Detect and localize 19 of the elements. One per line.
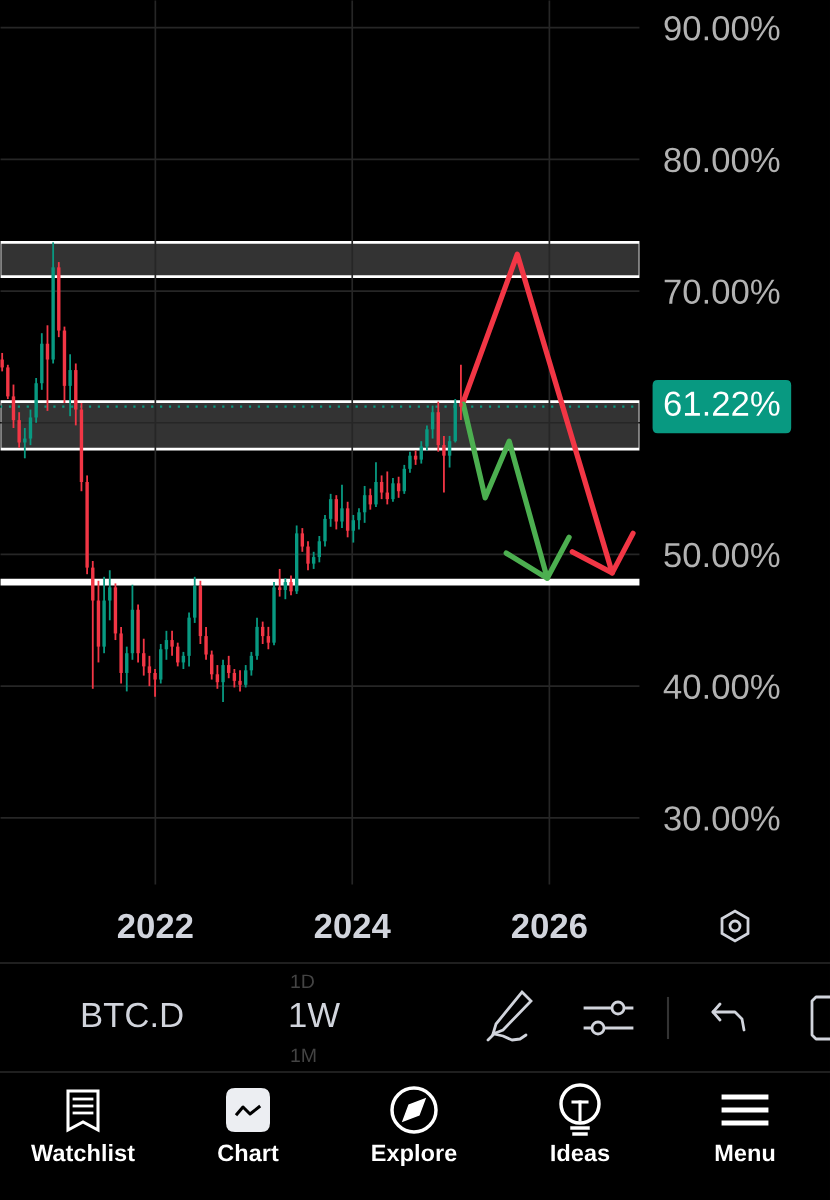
y-tick-label: 90.00% (664, 15, 780, 41)
y-tick-label: 30.00% (664, 806, 780, 831)
y-tick-label: 50.00% (664, 542, 780, 568)
y-tick-label: 70.00% (664, 279, 780, 304)
y-tick-label: 40.00% (663, 674, 780, 700)
text: Explore (372, 1143, 457, 1167)
x-tick-label: 2024 (314, 913, 391, 939)
text: 1D (291, 974, 314, 989)
ref-line-label: 61.22% (664, 391, 780, 416)
x-tick-label: 2022 (117, 913, 193, 939)
x-tick-label: 2026 (511, 913, 587, 939)
text: Watchlist (30, 1143, 135, 1162)
text: BTC.D (82, 1002, 183, 1028)
text: Chart (218, 1143, 279, 1162)
text: 1W (290, 1003, 340, 1027)
y-tick-label: 80.00% (664, 147, 780, 173)
text: Menu (715, 1144, 775, 1162)
text: Ideas (551, 1143, 610, 1162)
text: 1M (291, 1048, 316, 1063)
